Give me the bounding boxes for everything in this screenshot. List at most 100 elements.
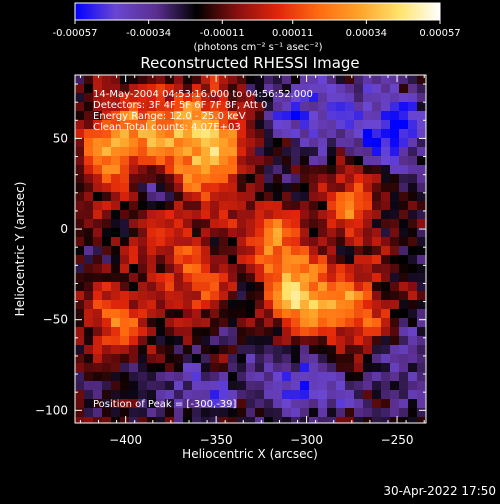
x-tick-label: −350 — [200, 433, 233, 447]
heatmap-cell — [183, 156, 192, 165]
heatmap-cell — [408, 300, 417, 309]
heatmap-cell — [165, 147, 174, 156]
heatmap-cell — [102, 336, 111, 345]
heatmap-cell — [156, 264, 165, 273]
heatmap-cell — [327, 237, 336, 246]
heatmap-cell — [201, 246, 210, 255]
heatmap-cell — [390, 354, 399, 363]
heatmap-cell — [156, 417, 165, 423]
heatmap-cell — [300, 201, 309, 210]
heatmap-cell — [327, 309, 336, 318]
heatmap-cell — [219, 147, 228, 156]
heatmap-cell — [93, 381, 102, 390]
heatmap-cell — [120, 93, 129, 102]
heatmap-cell — [84, 255, 93, 264]
heatmap-cell — [309, 84, 318, 93]
heatmap-cell — [381, 84, 390, 93]
heatmap-cell — [138, 354, 147, 363]
heatmap-cell — [417, 210, 426, 219]
heatmap-cell — [111, 273, 120, 282]
heatmap-cell — [381, 309, 390, 318]
heatmap-cell — [372, 147, 381, 156]
heatmap-cell — [363, 372, 372, 381]
heatmap-cell — [381, 390, 390, 399]
heatmap-cell — [228, 183, 237, 192]
heatmap-cell — [390, 129, 399, 138]
heatmap-cell — [273, 390, 282, 399]
heatmap-cell — [228, 309, 237, 318]
heatmap-cell — [246, 282, 255, 291]
heatmap-cell — [174, 336, 183, 345]
heatmap-cell — [183, 93, 192, 102]
heatmap-cell — [183, 264, 192, 273]
heatmap-cell — [246, 327, 255, 336]
heatmap-cell — [183, 372, 192, 381]
heatmap-cell — [390, 147, 399, 156]
heatmap-cell — [327, 111, 336, 120]
colorbar-tick-label: 0.00034 — [346, 28, 387, 39]
heatmap-cell — [354, 192, 363, 201]
heatmap-cell — [318, 300, 327, 309]
heatmap-cell — [408, 210, 417, 219]
heatmap-cell — [174, 237, 183, 246]
heatmap-cell — [318, 102, 327, 111]
heatmap-cell — [147, 120, 156, 129]
heatmap-cell — [264, 192, 273, 201]
heatmap-cell — [228, 318, 237, 327]
heatmap-cell — [255, 183, 264, 192]
heatmap-cell — [246, 246, 255, 255]
heatmap-cell — [336, 138, 345, 147]
heatmap-cell — [102, 237, 111, 246]
heatmap-cell — [84, 183, 93, 192]
heatmap-cell — [408, 102, 417, 111]
heatmap-cell — [291, 147, 300, 156]
heatmap-cell — [102, 147, 111, 156]
heatmap-cell — [390, 93, 399, 102]
heatmap-cell — [273, 111, 282, 120]
heatmap-cell — [363, 237, 372, 246]
heatmap-cell — [309, 219, 318, 228]
heatmap-cell — [381, 75, 390, 84]
heatmap-cell — [354, 273, 363, 282]
heatmap-cell — [165, 354, 174, 363]
heatmap-cell — [417, 192, 426, 201]
heatmap-cell — [156, 372, 165, 381]
heatmap-cell — [336, 309, 345, 318]
heatmap-cell — [372, 129, 381, 138]
heatmap-cell — [237, 327, 246, 336]
heatmap-cell — [246, 408, 255, 417]
heatmap-cell — [120, 282, 129, 291]
heatmap-cell — [408, 192, 417, 201]
heatmap-cell — [111, 201, 120, 210]
heatmap-cell — [417, 129, 426, 138]
heatmap-cell — [183, 345, 192, 354]
heatmap-cell — [390, 75, 399, 84]
heatmap-cell — [201, 192, 210, 201]
heatmap-cell — [327, 147, 336, 156]
heatmap-cell — [381, 201, 390, 210]
heatmap-cell — [255, 84, 264, 93]
y-tick-label: 50 — [53, 131, 68, 145]
heatmap-cell — [84, 228, 93, 237]
heatmap-cell — [75, 210, 84, 219]
heatmap-cell — [291, 183, 300, 192]
heatmap-cell — [210, 84, 219, 93]
heatmap-cell — [309, 345, 318, 354]
heatmap-cell — [417, 156, 426, 165]
heatmap-cell — [363, 318, 372, 327]
heatmap-cell — [156, 183, 165, 192]
heatmap-cell — [372, 228, 381, 237]
heatmap-cell — [192, 183, 201, 192]
heatmap-cell — [345, 246, 354, 255]
heatmap-cell — [309, 408, 318, 417]
heatmap-cell — [147, 273, 156, 282]
heatmap-cell — [156, 300, 165, 309]
heatmap-cell — [93, 174, 102, 183]
heatmap-cell — [120, 147, 129, 156]
heatmap-cell — [408, 417, 417, 423]
heatmap-cell — [300, 129, 309, 138]
heatmap-cell — [300, 318, 309, 327]
heatmap-cell — [372, 165, 381, 174]
heatmap-cell — [93, 165, 102, 174]
heatmap-cell — [228, 174, 237, 183]
